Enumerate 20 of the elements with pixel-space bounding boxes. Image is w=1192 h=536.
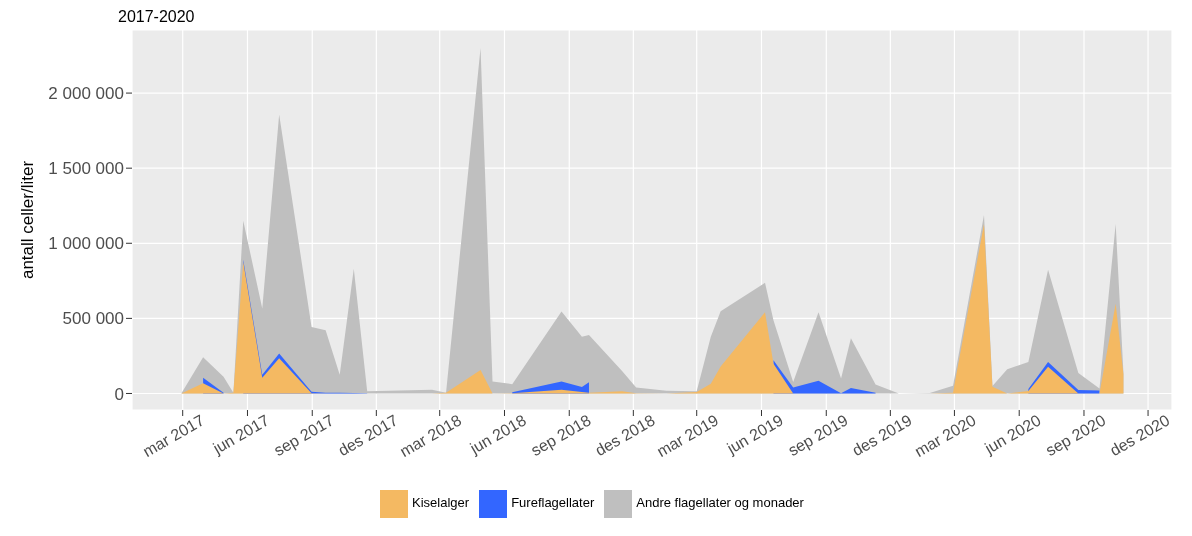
y-tick-label: 2 000 000	[48, 84, 124, 104]
x-tick-label: jun 2018	[466, 411, 529, 458]
x-tick-label: des 2020	[1106, 411, 1173, 460]
legend-label: Fureflagellater	[511, 495, 595, 511]
y-tick-label: 500 000	[62, 309, 124, 329]
y-axis-title: antall celler/liter	[18, 160, 38, 280]
legend-label: Kiselalger	[412, 495, 470, 511]
x-tick-label: sep 2019	[785, 411, 851, 460]
y-tick-label: 1 500 000	[48, 159, 124, 179]
x-tick-label: jun 2020	[981, 411, 1044, 458]
x-tick-label: sep 2018	[528, 411, 594, 460]
legend-label: Andre flagellater og monader	[636, 495, 804, 511]
x-tick-label: mar 2017	[140, 411, 208, 461]
x-tick-label: jun 2017	[209, 411, 272, 458]
y-tick-label: 0	[114, 384, 124, 404]
chart-title: 2017-2020	[118, 8, 195, 26]
x-tick-label: jun 2019	[723, 411, 786, 458]
x-tick-label: sep 2020	[1042, 411, 1109, 460]
y-tick-label: 1 000 000	[48, 234, 124, 254]
x-tick-label: sep 2017	[271, 411, 337, 460]
